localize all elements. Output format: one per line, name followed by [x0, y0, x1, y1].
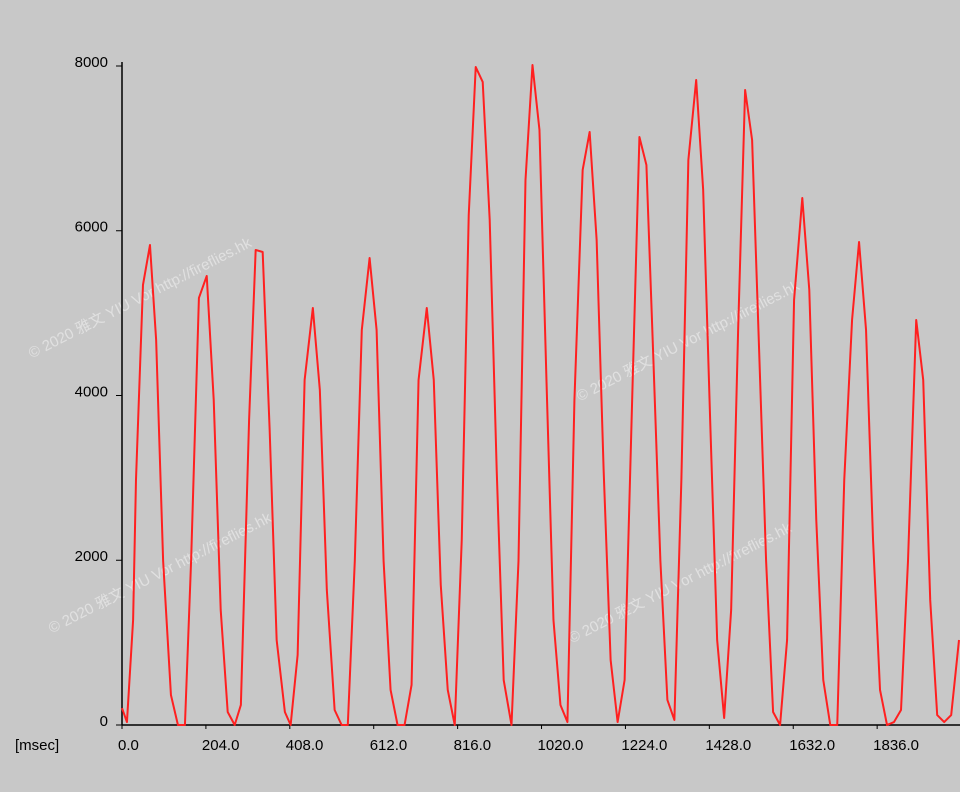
watermark: © 2020 雅文 YIU Vor http://fireflies.hk — [574, 277, 803, 405]
line-series — [121, 64, 960, 726]
y-tick-label: 4000 — [75, 383, 108, 400]
y-tick-label: 2000 — [75, 548, 108, 565]
x-tick-label: 1020.0 — [538, 737, 584, 754]
x-tick-label: 816.0 — [454, 737, 492, 754]
x-tick-label: 612.0 — [370, 737, 408, 754]
x-tick-label: 0.0 — [118, 737, 139, 754]
y-tick-label: 0 — [100, 713, 108, 730]
watermark: © 2020 雅文 YIU Vor http://fireflies.hk — [46, 509, 275, 637]
x-tick-label: 1224.0 — [621, 737, 667, 754]
x-tick-label: 1428.0 — [705, 737, 751, 754]
y-tick-label: 8000 — [75, 54, 108, 71]
x-axis-label: [msec] — [15, 737, 59, 754]
y-tick-label: 6000 — [75, 219, 108, 236]
x-tick-label: 408.0 — [286, 737, 324, 754]
x-tick-label: 204.0 — [202, 737, 240, 754]
x-tick-label: 1836.0 — [873, 737, 919, 754]
x-tick-label: 1632.0 — [789, 737, 835, 754]
